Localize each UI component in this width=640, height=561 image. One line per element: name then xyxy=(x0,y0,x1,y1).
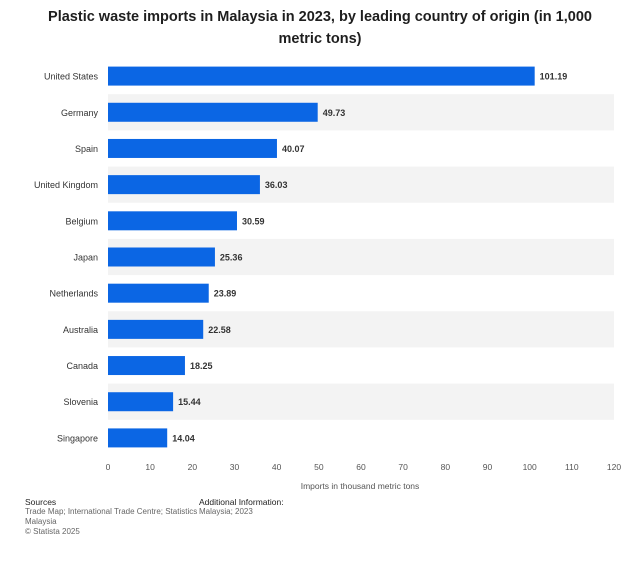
chart-title: Plastic waste imports in Malaysia in 202… xyxy=(48,9,592,47)
bar-slovenia[interactable] xyxy=(108,392,174,412)
value-label: 14.04 xyxy=(172,433,195,443)
x-tick-label: 0 xyxy=(106,462,111,472)
value-label: 18.25 xyxy=(190,361,213,371)
value-label: 15.44 xyxy=(178,397,201,407)
x-tick-label: 40 xyxy=(272,462,282,472)
category-label: Canada xyxy=(66,361,98,371)
x-tick-label: 110 xyxy=(565,462,579,472)
x-tick-label: 80 xyxy=(441,462,451,472)
bars xyxy=(108,66,535,448)
bar-belgium[interactable] xyxy=(108,211,237,231)
additional-info-text: Malaysia; 2023 xyxy=(199,507,253,516)
x-axis-label: Imports in thousand metric tons xyxy=(301,481,420,491)
category-label: Australia xyxy=(63,325,98,335)
bar-singapore[interactable] xyxy=(108,428,168,448)
bar-spain[interactable] xyxy=(108,138,277,158)
category-label: Slovenia xyxy=(63,397,98,407)
x-tick-label: 50 xyxy=(314,462,324,472)
value-label: 49.73 xyxy=(323,108,346,118)
category-label: Belgium xyxy=(65,216,98,226)
x-tick-label: 70 xyxy=(398,462,408,472)
category-label: Netherlands xyxy=(49,289,98,299)
x-tick-label: 20 xyxy=(188,462,198,472)
copyright: © Statista 2025 xyxy=(25,527,80,536)
sources-line-1: Trade Map; International Trade Centre; S… xyxy=(25,507,198,516)
row-band xyxy=(108,383,614,420)
bar-australia[interactable] xyxy=(108,319,204,339)
value-label: 25.36 xyxy=(220,253,243,263)
category-label: Singapore xyxy=(57,433,98,443)
x-tick-label: 120 xyxy=(607,462,621,472)
x-tick-label: 30 xyxy=(230,462,240,472)
category-label: Spain xyxy=(75,144,98,154)
sources-title: Sources xyxy=(25,497,57,507)
additional-info-title: Additional Information: xyxy=(199,497,284,507)
additional-info-block: Additional Information: Malaysia; 2023 xyxy=(199,497,284,517)
x-tick-label: 10 xyxy=(145,462,155,472)
sources-line-2: Malaysia xyxy=(25,517,57,526)
bar-canada[interactable] xyxy=(108,356,185,376)
value-label: 22.58 xyxy=(208,325,231,335)
category-label: United States xyxy=(44,72,99,82)
x-tick-label: 100 xyxy=(523,462,537,472)
value-label: 30.59 xyxy=(242,216,265,226)
bar-united-states[interactable] xyxy=(108,66,535,86)
x-axis-ticks: 0 10 20 30 40 50 60 70 80 90 100 110 120 xyxy=(106,462,622,472)
category-labels: United States Germany Spain United Kingdom B… xyxy=(34,72,99,444)
bar-japan[interactable] xyxy=(108,247,215,267)
category-label: Japan xyxy=(73,253,98,263)
bar-germany[interactable] xyxy=(108,102,318,122)
value-label: 40.07 xyxy=(282,144,305,154)
value-labels: 101.19 49.73 40.07 36.03 30.59 25.36 23.89 22.5… xyxy=(172,72,567,444)
x-tick-label: 60 xyxy=(356,462,366,472)
value-label: 23.89 xyxy=(214,289,237,299)
category-label: United Kingdom xyxy=(34,180,98,190)
value-label: 101.19 xyxy=(540,72,568,82)
x-tick-label: 90 xyxy=(483,462,493,472)
value-label: 36.03 xyxy=(265,180,288,190)
sources-block: Sources Trade Map; International Trade C… xyxy=(25,497,197,537)
bar-netherlands[interactable] xyxy=(108,283,209,303)
category-label: Germany xyxy=(61,108,99,118)
bar-united-kingdom[interactable] xyxy=(108,175,260,195)
